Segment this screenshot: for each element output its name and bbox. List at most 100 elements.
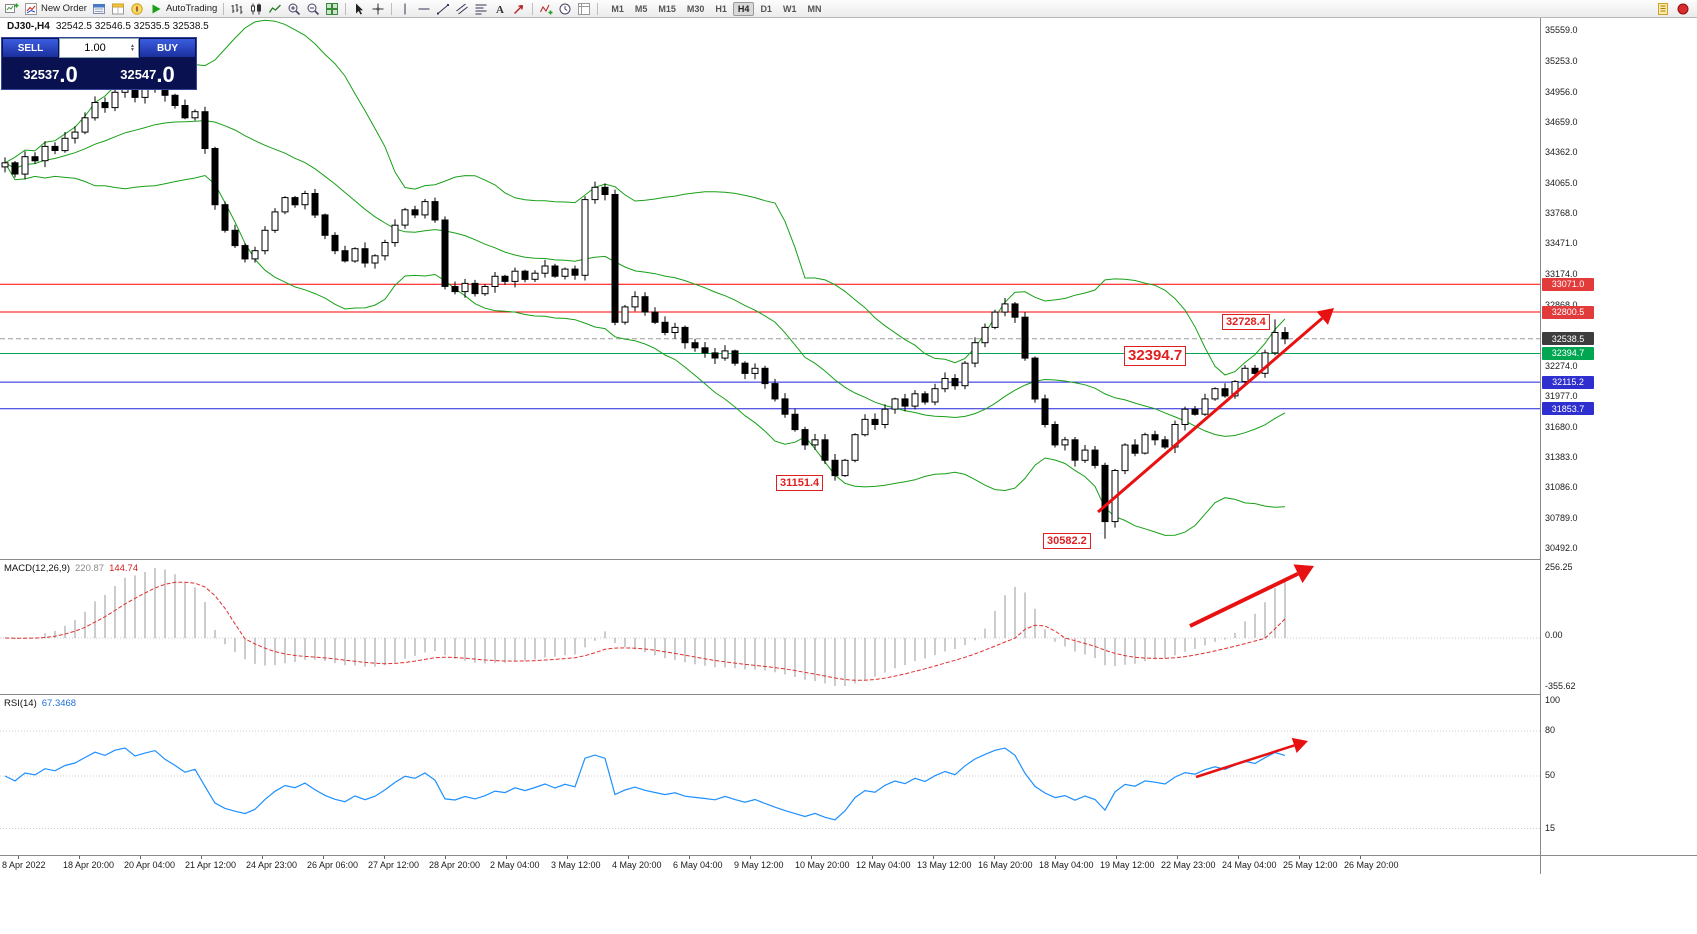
clock-icon xyxy=(558,2,572,16)
buy-price: 32547.0 xyxy=(99,58,196,89)
sell-price-big: .0 xyxy=(59,62,78,87)
time-tick-label: 20 Apr 04:00 xyxy=(124,860,176,870)
price-annotation[interactable]: 32394.7 xyxy=(1124,346,1187,366)
rsi-axis[interactable]: 100 80 50 15 xyxy=(1541,694,1697,855)
order-icon xyxy=(24,2,38,16)
timeframe-m5-button[interactable]: M5 xyxy=(634,3,648,14)
time-tick xyxy=(750,856,751,859)
line-chart-button[interactable] xyxy=(266,1,284,17)
zoomout-icon xyxy=(306,2,320,16)
volume-input[interactable] xyxy=(60,41,138,55)
time-tick-label: 16 May 20:00 xyxy=(978,860,1033,870)
timeframe-group: M1 M5 M15 M30 H1 H4 D1 W1 MN xyxy=(606,1,826,16)
zoom-in-button[interactable] xyxy=(285,1,303,17)
equidistant-channel-button[interactable] xyxy=(453,1,471,17)
time-tick xyxy=(140,856,141,859)
timeframe-d1-button[interactable]: D1 xyxy=(760,3,772,14)
timeframe-m15-button[interactable]: M15 xyxy=(658,3,676,14)
macd-axis[interactable]: 256.25 0.00 -355.62 xyxy=(1541,559,1697,694)
cursor-button[interactable] xyxy=(350,1,368,17)
data-window-button[interactable] xyxy=(109,1,127,17)
price-tick-label: 34362.0 xyxy=(1545,147,1578,158)
tile-windows-button[interactable] xyxy=(323,1,341,17)
rsi-panel[interactable]: RSI(14) 67.3468 xyxy=(0,694,1540,855)
macd-panel[interactable]: MACD(12,26,9) 220.87 144.74 xyxy=(0,559,1540,694)
price-tick-label: 34659.0 xyxy=(1545,117,1578,127)
trendline-button[interactable] xyxy=(434,1,452,17)
fibonacci-button[interactable] xyxy=(472,1,490,17)
price-tick-label: 30492.0 xyxy=(1545,543,1578,553)
indicators-button[interactable] xyxy=(537,1,555,17)
sell-price: 32537.0 xyxy=(2,58,99,89)
timeframe-h4-button[interactable]: H4 xyxy=(732,1,755,16)
templates-button[interactable] xyxy=(575,1,593,17)
tile-icon xyxy=(325,2,339,16)
time-tick xyxy=(1238,856,1239,859)
horizontal-line-button[interactable] xyxy=(415,1,433,17)
price-tick-label: 32868.0 xyxy=(1545,300,1578,310)
navigator-icon xyxy=(130,2,144,16)
time-tick-label: 18 May 04:00 xyxy=(1039,860,1094,870)
price-chart-canvas[interactable] xyxy=(0,18,1540,559)
hline-icon xyxy=(417,2,431,16)
time-tick xyxy=(628,856,629,859)
new-order-button[interactable]: New Order xyxy=(22,1,89,17)
price-annotation[interactable]: 31151.4 xyxy=(776,475,824,491)
timeframe-m1-button[interactable]: M1 xyxy=(611,3,624,14)
time-tick-label: 26 Apr 06:00 xyxy=(307,860,359,870)
time-tick-label: 25 May 12:00 xyxy=(1283,860,1338,870)
price-tick-label: 34956.0 xyxy=(1545,86,1578,97)
toolbar-right-group xyxy=(1654,1,1694,17)
separator-1 xyxy=(223,2,225,15)
timeframe-h1-button[interactable]: H1 xyxy=(715,3,727,14)
time-tick-label: 26 May 20:00 xyxy=(1344,860,1399,870)
navigator-button[interactable] xyxy=(128,1,146,17)
volume-down-icon[interactable]: ▼ xyxy=(130,47,135,53)
zoom-out-button[interactable] xyxy=(304,1,322,17)
timeframe-m30-button[interactable]: M30 xyxy=(686,3,705,14)
time-tick xyxy=(1299,856,1300,859)
vertical-line-button[interactable] xyxy=(396,1,414,17)
time-tick xyxy=(567,856,568,859)
volume-spinner: ▲ ▼ xyxy=(128,43,137,53)
arrows-tool-button[interactable] xyxy=(510,1,528,17)
chartplus-icon xyxy=(5,2,19,16)
timeframe-mn-button[interactable]: MN xyxy=(807,3,822,14)
time-tick-label: 13 May 12:00 xyxy=(917,860,972,870)
buy-button[interactable]: BUY xyxy=(139,38,196,58)
new-chart-button[interactable] xyxy=(3,1,21,17)
price-level-badge: 32538.5 xyxy=(1542,332,1594,346)
docs-button[interactable] xyxy=(1654,1,1672,17)
sell-button[interactable]: SELL xyxy=(2,38,59,58)
crosshair-button[interactable] xyxy=(369,1,387,17)
market-watch-button[interactable] xyxy=(90,1,108,17)
time-tick xyxy=(506,856,507,859)
price-annotation[interactable]: 30582.2 xyxy=(1043,533,1091,549)
time-tick-label: 18 Apr 20:00 xyxy=(63,860,115,870)
price-axis[interactable]: 35559.0 35253.0 34956.0 34659.0 34362.0 34065… xyxy=(1541,18,1697,559)
price-chart-panel[interactable]: DJ30-,H4 32542.5 32546.5 32535.5 32538.5 … xyxy=(0,18,1540,559)
crosshair-icon xyxy=(371,2,385,16)
time-tick xyxy=(384,856,385,859)
periods-dropdown-button[interactable] xyxy=(556,1,574,17)
rsi-name: RSI(14) xyxy=(4,698,37,709)
candlestick-chart-button[interactable] xyxy=(247,1,265,17)
timeframe-w1-button[interactable]: W1 xyxy=(782,3,797,14)
bar-chart-button[interactable] xyxy=(228,1,246,17)
macd-label: MACD(12,26,9) 220.87 144.74 xyxy=(4,563,138,574)
text-label-button[interactable]: A xyxy=(491,1,509,17)
volume-field: ▲ ▼ xyxy=(59,38,139,58)
buy-price-big: .0 xyxy=(156,62,175,87)
volume-up-icon[interactable]: ▲ xyxy=(130,43,135,49)
rsi-canvas[interactable] xyxy=(0,695,1540,855)
time-tick xyxy=(1177,856,1178,859)
time-tick xyxy=(79,856,80,859)
community-button[interactable] xyxy=(1674,1,1692,17)
autotrading-button[interactable]: AutoTrading xyxy=(147,1,219,17)
price-annotation[interactable]: 32728.4 xyxy=(1222,314,1270,330)
time-axis[interactable]: 8 Apr 2022 18 Apr 20:00 20 Apr 04:00 21 Apr… xyxy=(0,855,1697,874)
time-tick xyxy=(933,856,934,859)
bars-icon xyxy=(230,2,244,16)
vline-icon xyxy=(398,2,412,16)
macd-canvas[interactable] xyxy=(0,560,1540,694)
